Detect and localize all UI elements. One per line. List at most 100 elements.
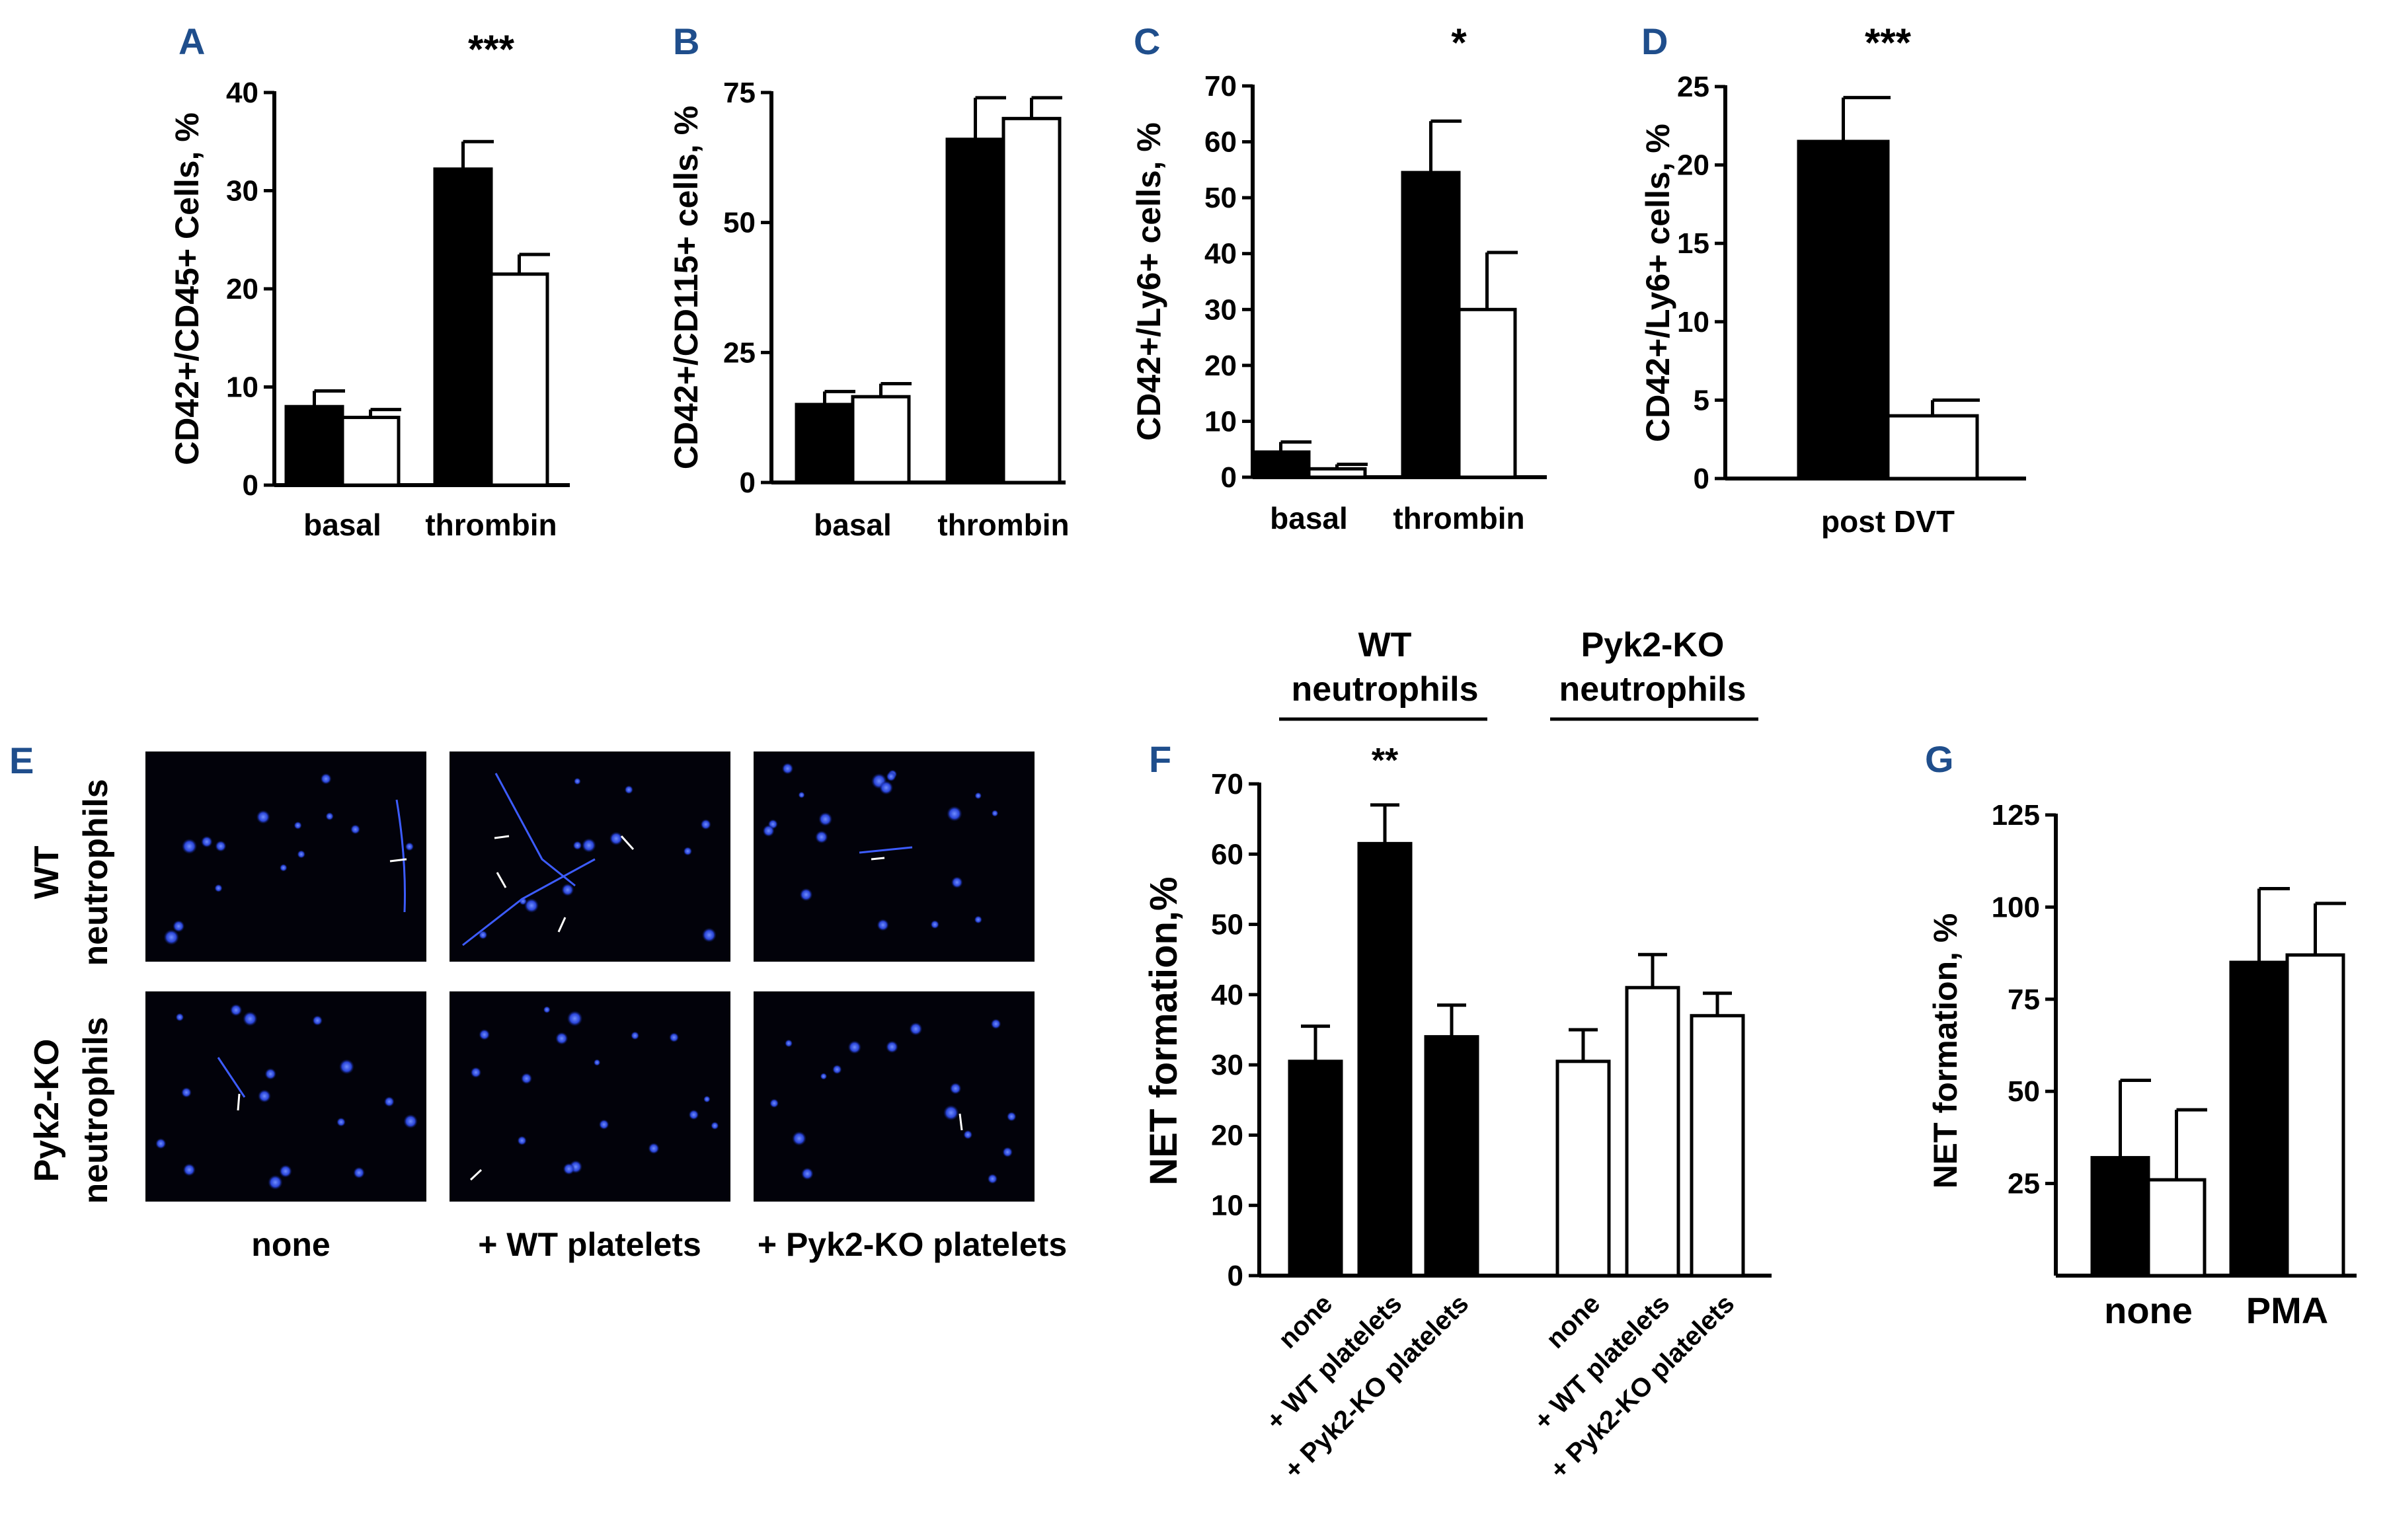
nucleus-dot	[264, 1068, 277, 1080]
bar	[1886, 414, 1979, 481]
nucleus-dot	[297, 850, 305, 859]
bar	[489, 272, 549, 487]
bar	[1625, 985, 1680, 1278]
panel-label-e: E	[9, 740, 34, 781]
nucleus-dot	[243, 1011, 258, 1026]
nucleus-dot	[781, 763, 794, 775]
chart-c: 0 10 20 30 40 50 60 70 CD42+/Ly6+ cells, % basal t…	[1130, 20, 1547, 535]
bar	[1555, 1059, 1611, 1278]
bar	[2090, 1156, 2150, 1278]
category-label: basal	[814, 508, 892, 542]
bar	[1424, 1035, 1479, 1278]
significance-mark: *	[1451, 20, 1467, 65]
nucleus-dot	[517, 1136, 527, 1145]
micrograph-wt-none	[145, 751, 426, 962]
significance-mark: ***	[1865, 20, 1912, 65]
panel-label-c: C	[1134, 20, 1160, 62]
panel-label-f: F	[1149, 738, 1171, 780]
nucleus-dot	[963, 1130, 973, 1139]
nucleus-dot	[987, 1173, 998, 1184]
y-tick-label: 5	[1694, 384, 1709, 416]
micrograph-wt-ko-platelets	[754, 751, 1035, 962]
category-label: thrombin	[937, 508, 1069, 542]
y-tick-label: 30	[226, 175, 258, 208]
nucleus-dot	[648, 1142, 660, 1155]
nucleus-dot	[293, 821, 302, 829]
nucleus-dot	[598, 1119, 609, 1130]
nucleus-dot	[879, 781, 894, 795]
chart-a: 0 10 20 30 40 CD42+/CD45+ Cells, % basal thromb…	[169, 27, 570, 542]
nucleus-dot	[280, 864, 288, 872]
nucleus-dot	[1002, 1147, 1013, 1158]
nucleus-dot	[847, 1040, 861, 1054]
nucleus-dot	[801, 1167, 814, 1180]
nucleus-dot	[762, 824, 775, 837]
y-tick-label: 60	[1204, 126, 1237, 159]
panel-label-d: D	[1641, 20, 1668, 62]
nucleus-dot	[181, 838, 198, 855]
bar	[1797, 139, 1890, 481]
bar	[1288, 1059, 1343, 1278]
y-tick-label: 0	[1694, 463, 1709, 495]
y-tick-label: 10	[1677, 306, 1709, 338]
y-tick-label: 0	[740, 467, 756, 499]
nucleus-dot	[785, 1039, 793, 1048]
y-tick-label: 70	[1211, 768, 1243, 800]
y-axis-title: NET formation, %	[1927, 913, 1964, 1189]
bar	[2285, 953, 2345, 1278]
nucleus-dot	[479, 1028, 490, 1040]
nucleus-dot	[792, 1131, 806, 1146]
arrow-markers	[237, 835, 963, 1181]
chart-b: 0 25 50 75 CD42+/CD115+ cells, % basal thrombi…	[668, 77, 1070, 542]
y-tick-label: 30	[1211, 1049, 1243, 1081]
nucleus-dot	[567, 1011, 583, 1026]
bar	[433, 167, 493, 487]
bar	[945, 137, 1005, 484]
f-header-ko-line2: neutrophils	[1559, 670, 1746, 709]
column-label-wt-platelets: + WT platelets	[478, 1226, 701, 1263]
y-tick-label: 20	[1204, 350, 1237, 382]
y-tick-label: 40	[226, 77, 258, 109]
panel-label-a: A	[178, 20, 205, 62]
nucleus-dot	[279, 1165, 292, 1178]
y-tick-label: 20	[1211, 1119, 1243, 1151]
y-tick-label: 125	[1992, 799, 2040, 831]
micrograph-wt-wt-platelets	[450, 751, 730, 962]
nucleus-dot	[582, 838, 596, 853]
row-label-ko-line1: Pyk2-KO	[28, 1039, 66, 1182]
nucleus-dot	[175, 1013, 184, 1022]
y-tick-label: 50	[1204, 182, 1237, 214]
bar	[851, 395, 911, 484]
nucleus-dot	[594, 1059, 601, 1066]
nucleus-dot	[383, 1096, 395, 1107]
bar	[2229, 960, 2289, 1278]
row-label-wt-line2: neutrophils	[77, 779, 115, 966]
nucleus-dot	[886, 771, 896, 782]
nucleus-dot	[312, 1015, 323, 1026]
bar	[1401, 171, 1461, 479]
nucleus-dot	[336, 1117, 346, 1127]
y-tick-label: 75	[723, 77, 756, 109]
y-tick-label: 0	[243, 469, 258, 502]
column-label-ko-platelets: + Pyk2-KO platelets	[758, 1226, 1067, 1263]
nucleus-dot	[214, 884, 223, 892]
bar	[340, 416, 401, 487]
y-tick-label: 25	[723, 336, 756, 369]
nucleus-dot	[524, 898, 539, 913]
category-label: thrombin	[1393, 501, 1524, 535]
net-fibres	[217, 773, 913, 1098]
y-tick-label: 30	[1204, 293, 1237, 326]
f-header-wt-line1: WT	[1358, 626, 1412, 664]
nucleus-dot	[470, 1067, 482, 1078]
y-tick-label: 60	[1211, 838, 1243, 870]
nucleus-dot	[886, 1040, 898, 1054]
nucleus-dot	[268, 1174, 283, 1190]
y-tick-label: 20	[1677, 149, 1709, 182]
bar	[1307, 467, 1367, 479]
nucleus-dot	[163, 929, 180, 945]
nucleus-dot	[815, 830, 828, 844]
nucleus-dot	[609, 831, 623, 845]
y-tick-label: 40	[1211, 979, 1243, 1011]
nucleus-dot	[1006, 1112, 1017, 1122]
